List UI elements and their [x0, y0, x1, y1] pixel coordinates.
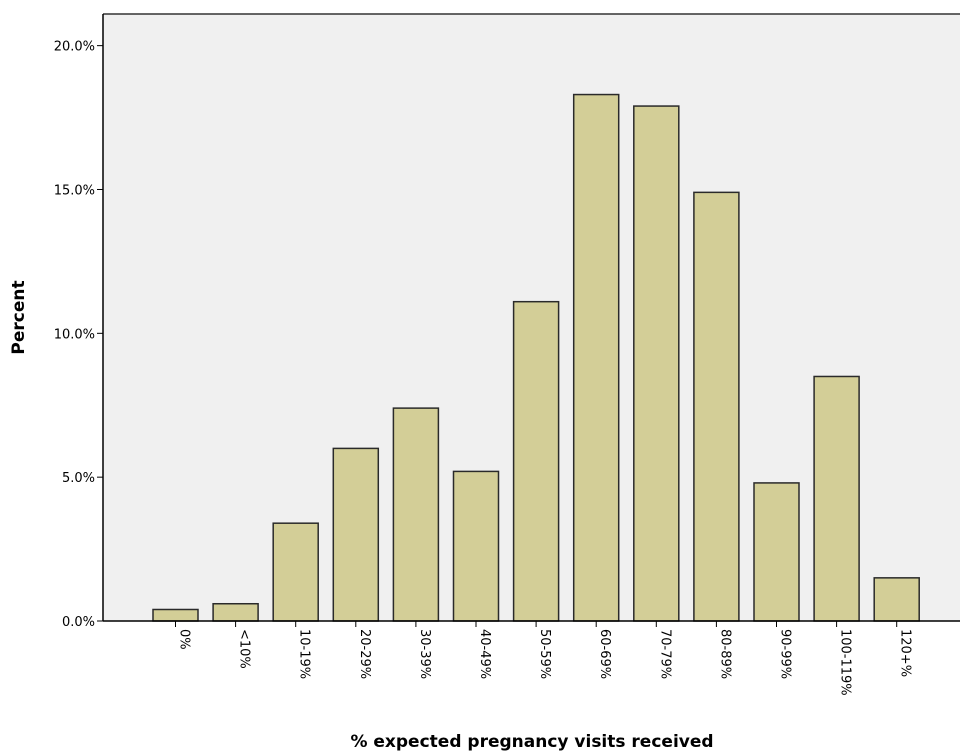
x-tick-label: 90-99% — [778, 629, 793, 679]
bars-group — [152, 93, 920, 622]
x-tick-label: 30-39% — [417, 629, 432, 679]
bar — [392, 407, 440, 622]
x-tick-label: <10% — [237, 629, 252, 669]
bar — [753, 482, 800, 622]
bar — [813, 375, 860, 622]
bar — [633, 105, 680, 622]
bar — [212, 602, 259, 622]
bar — [873, 577, 920, 622]
x-tick-label: 0% — [177, 629, 192, 650]
x-tick-label: 40-49% — [477, 629, 492, 679]
x-axis: 0% <10% 10-19% 20-29% 30-39% 40-49% 50-59% 60-6… — [103, 620, 960, 696]
y-tick-label: 5.0% — [62, 471, 95, 486]
y-tick-label: 10.0% — [54, 327, 95, 342]
x-tick-label: 20-29% — [357, 629, 372, 679]
y-axis-title: Percent — [9, 280, 29, 354]
y-tick-label: 0.0% — [62, 615, 95, 630]
x-tick-label: 50-59% — [537, 629, 552, 679]
bar — [332, 447, 380, 622]
y-tick-label: 15.0% — [54, 183, 95, 198]
x-tick-label: 80-89% — [717, 629, 732, 679]
bar — [693, 191, 740, 622]
x-tick-label: 100-119% — [838, 629, 853, 696]
bar — [452, 470, 500, 622]
bar — [272, 522, 319, 622]
x-tick-label: 10-19% — [297, 629, 312, 679]
x-tick-label: 60-69% — [597, 629, 612, 679]
x-axis-title: % expected pregnancy visits received — [350, 732, 713, 752]
x-tick-label: 120+% — [898, 629, 913, 677]
y-tick-label: 20.0% — [54, 40, 95, 55]
y-axis: 0.0% 5.0% 10.0% 15.0% 20.0% — [54, 13, 960, 630]
bar — [152, 608, 199, 622]
bar — [572, 93, 620, 622]
x-tick-label: 70-79% — [657, 629, 672, 679]
bar — [512, 300, 560, 622]
